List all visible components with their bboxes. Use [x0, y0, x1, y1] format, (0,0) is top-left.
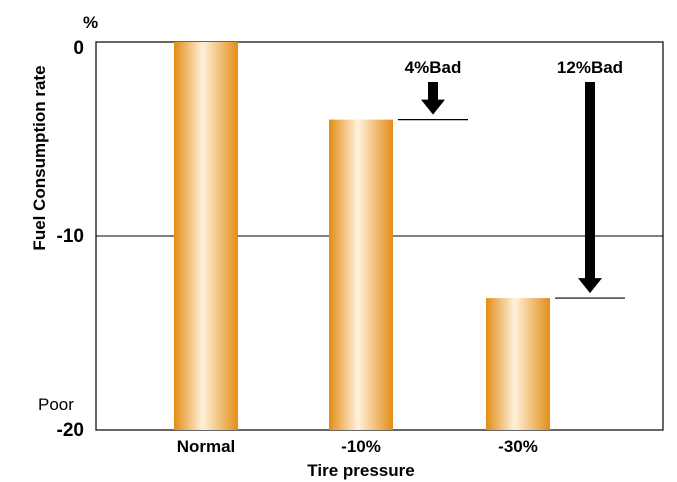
- y-tick-label: -10: [57, 226, 84, 247]
- y-tick-label: -20: [57, 420, 84, 441]
- category-label: -30%: [498, 437, 538, 456]
- category-label: -10%: [341, 437, 381, 456]
- annotation-arrow-head: [421, 99, 445, 115]
- bars: [174, 42, 550, 430]
- annotation-arrow-head: [578, 278, 602, 294]
- bar-1: [329, 119, 393, 430]
- poor-label: Poor: [38, 395, 74, 414]
- category-labels: Normal -10% -30%: [177, 437, 538, 456]
- annotation-arrow-shaft: [585, 82, 595, 280]
- category-label: Normal: [177, 437, 236, 456]
- annotations: 4%Bad 12%Bad: [398, 58, 625, 299]
- y-tick-labels: 0 -10 -20: [57, 38, 84, 441]
- bar-2: [486, 298, 550, 430]
- y-axis-unit: %: [83, 13, 98, 32]
- y-tick-label: 0: [73, 38, 84, 59]
- annotation-label: 4%Bad: [405, 58, 462, 77]
- y-axis-label: Fuel Consumption rate: [30, 65, 49, 250]
- annotation-arrow-shaft: [428, 82, 438, 101]
- x-axis-label: Tire pressure: [307, 461, 414, 480]
- annotation-label: 12%Bad: [557, 58, 623, 77]
- bar-0: [174, 42, 238, 430]
